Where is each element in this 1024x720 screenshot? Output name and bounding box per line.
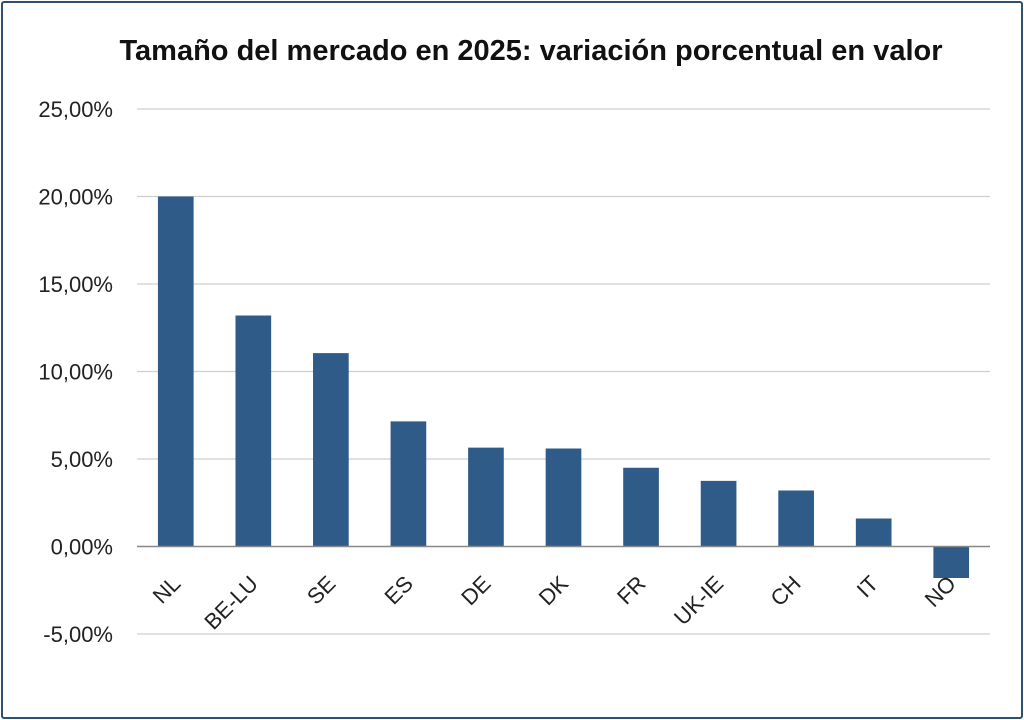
bar-ch — [778, 490, 814, 547]
bar-se — [313, 353, 349, 547]
y-tick-label: 15,00% — [38, 272, 113, 297]
category-label: ES — [380, 571, 418, 609]
category-label: BE-LU — [199, 571, 262, 634]
y-tick-label: 0,00% — [51, 535, 113, 560]
x-axis-categories: NL BE-LU SE ES DE DK FR UK-IE CH IT NO — [148, 571, 961, 635]
chart-title: Tamaño del mercado en 2025: variación po… — [119, 35, 942, 67]
y-tick-label: -5,00% — [43, 622, 113, 647]
y-tick-label: 10,00% — [38, 360, 113, 385]
bar-nl — [157, 196, 194, 547]
bar-de — [468, 447, 504, 547]
bar-be-lu — [235, 315, 272, 547]
y-tick-label: 25,00% — [38, 97, 113, 122]
bar-dk — [545, 448, 582, 547]
category-label: SE — [302, 571, 340, 609]
y-axis-ticks: 25,00% 20,00% 15,00% 10,00% 5,00% 0,00% -5,00% — [38, 97, 113, 647]
bars — [157, 196, 970, 578]
bar-uk-ie — [700, 480, 737, 547]
category-label: IT — [852, 571, 884, 603]
y-tick-label: 5,00% — [51, 447, 113, 472]
category-label: NL — [148, 571, 186, 609]
bar-no — [933, 546, 970, 578]
category-label: UK-IE — [669, 571, 728, 630]
category-label: FR — [612, 571, 650, 609]
category-label: CH — [766, 571, 806, 611]
bar-es — [390, 421, 427, 547]
y-tick-label: 20,00% — [38, 185, 113, 210]
bar-fr — [623, 467, 659, 547]
category-label: DK — [534, 571, 574, 611]
category-label: DE — [456, 571, 495, 610]
bar-it — [855, 518, 892, 547]
